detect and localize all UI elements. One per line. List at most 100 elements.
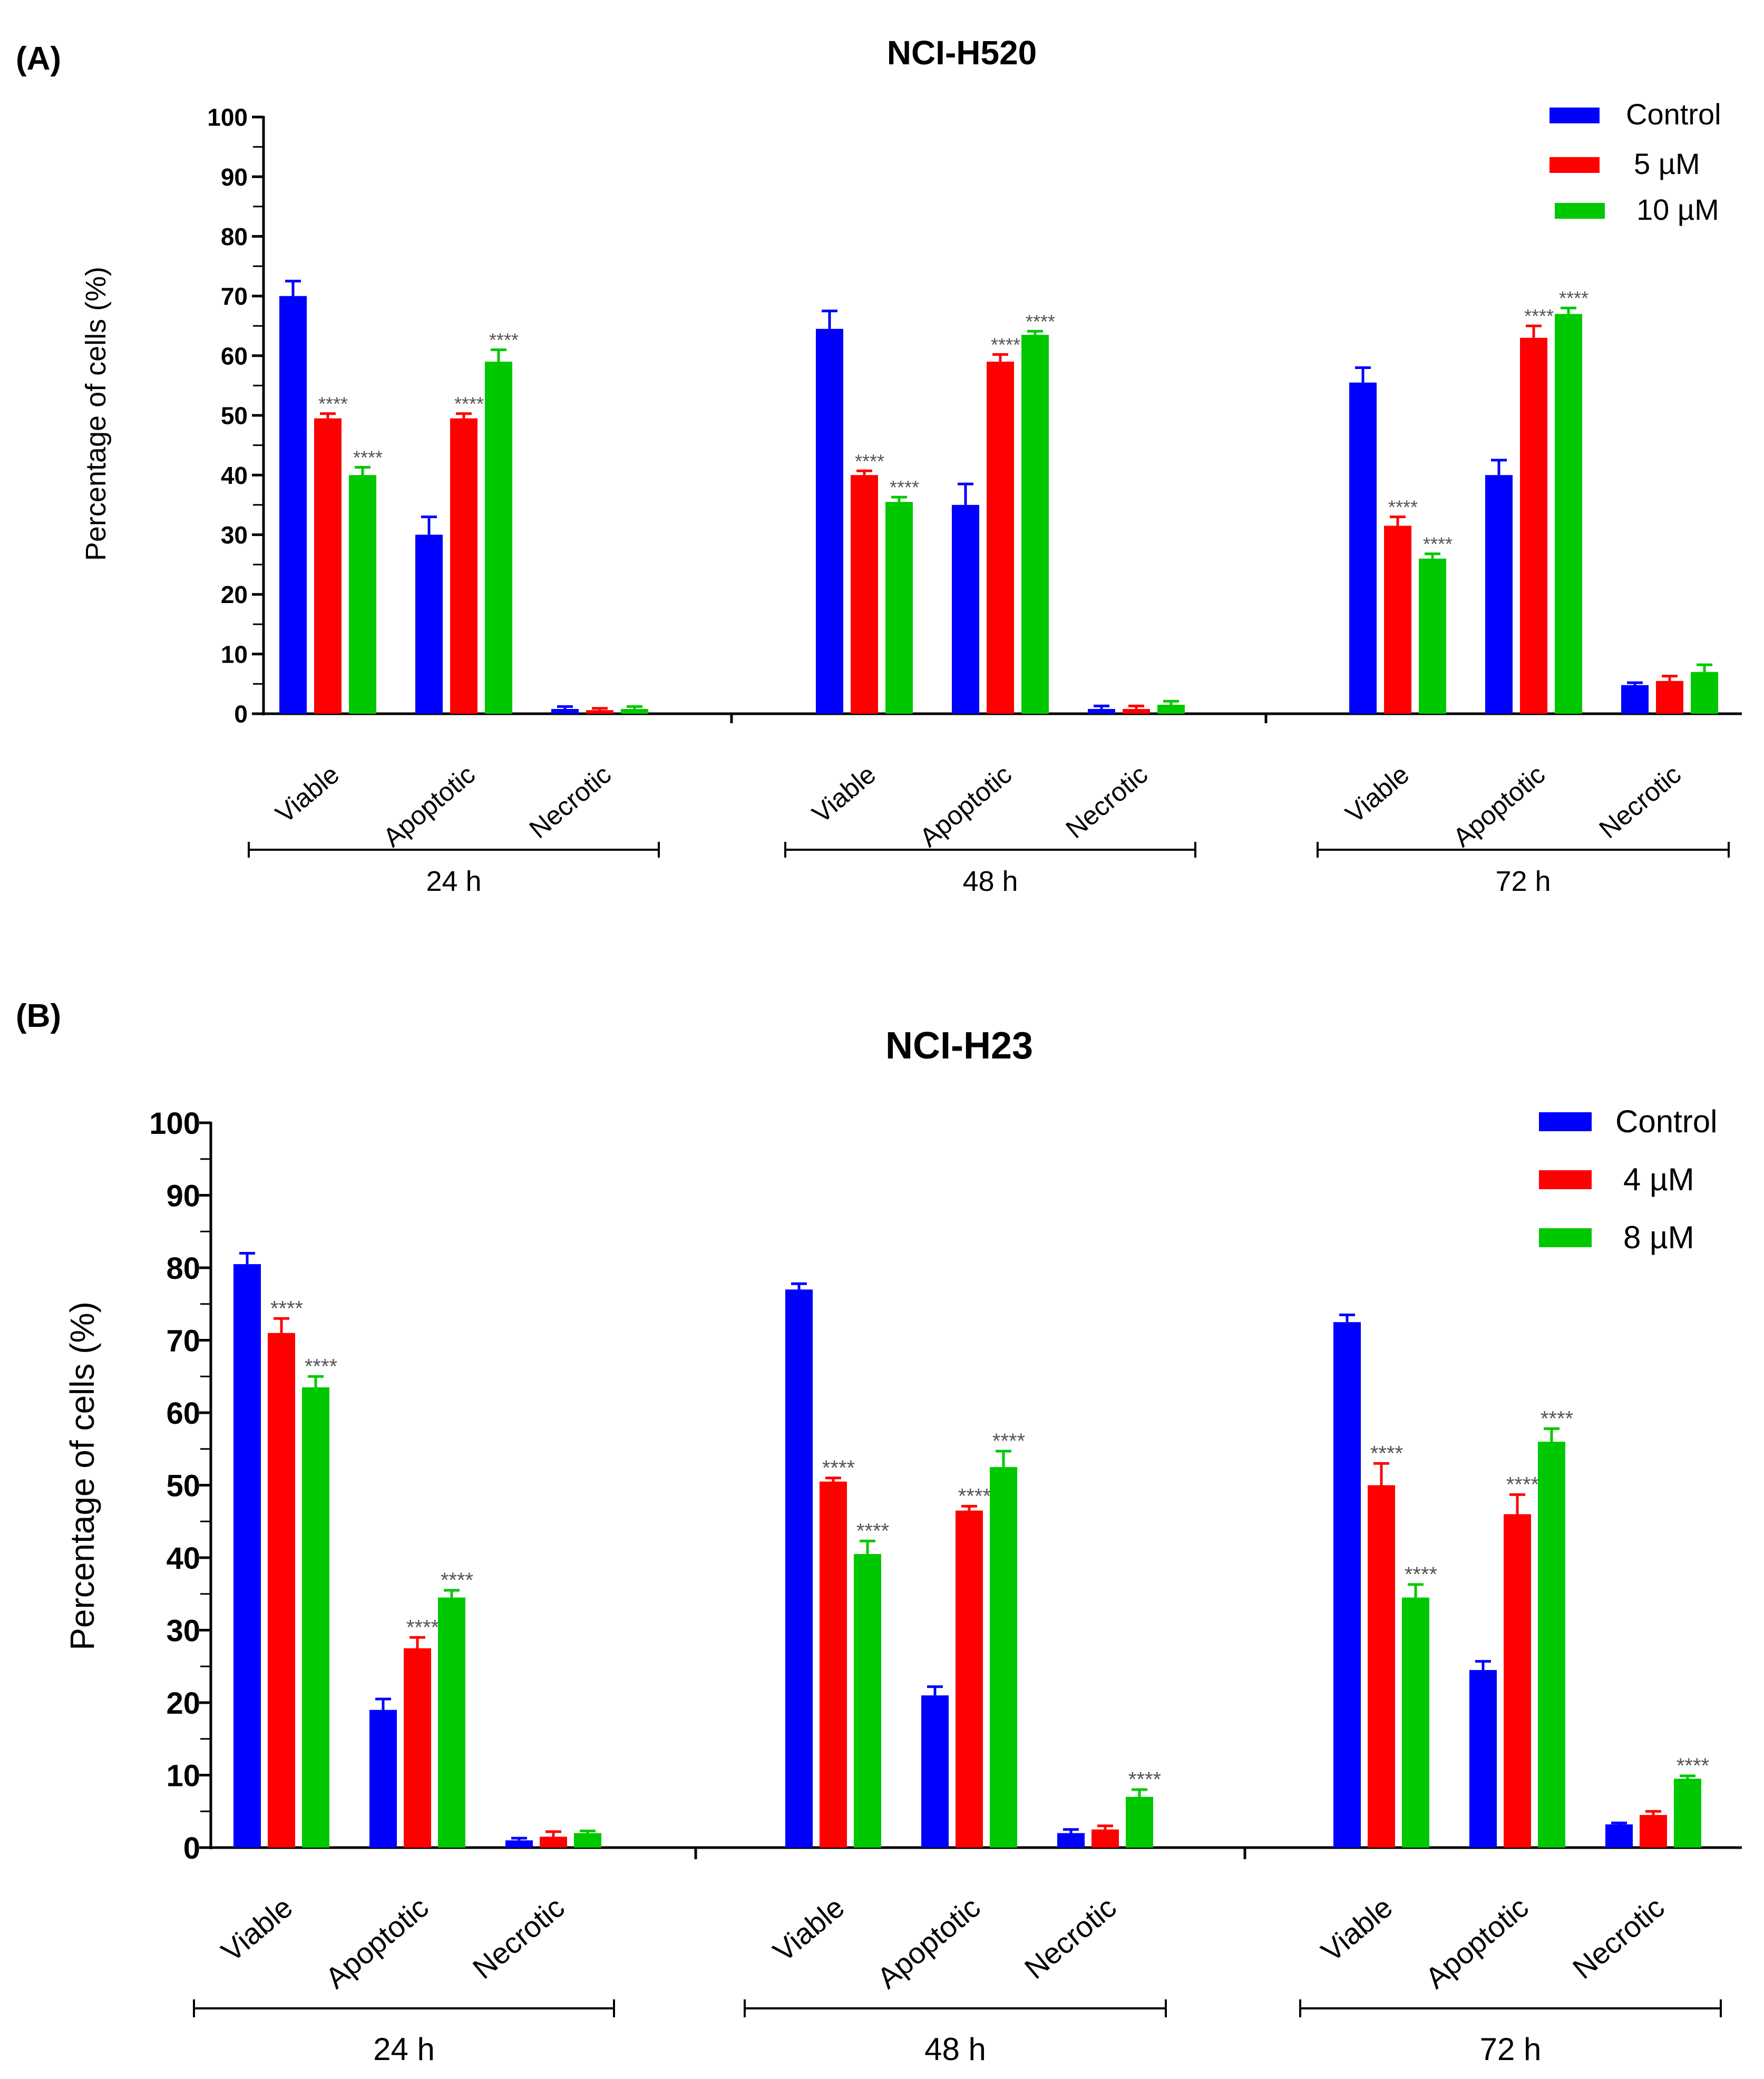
bar: [1674, 1779, 1701, 1848]
significance-marker: ****: [1524, 305, 1554, 327]
y-tick-label: 80: [166, 1251, 200, 1286]
significance-marker: ****: [1405, 1563, 1437, 1586]
significance-marker: ****: [353, 446, 383, 468]
significance-marker: ****: [489, 329, 519, 351]
bar: [586, 710, 613, 714]
y-tick-label: 60: [221, 342, 248, 370]
y-tick-label: 50: [166, 1469, 200, 1503]
significance-marker: ****: [991, 334, 1020, 356]
significance-marker: ****: [890, 477, 919, 498]
legend-label-10um: 10 µM: [1636, 193, 1719, 226]
significance-marker: ****: [1541, 1407, 1573, 1430]
y-tick-label: 100: [207, 104, 248, 131]
bar: [921, 1695, 949, 1848]
panel-a-legend: Control 5 µM 10 µM: [1549, 98, 1721, 226]
y-tick-label: 70: [221, 283, 248, 310]
significance-marker: ****: [406, 1616, 439, 1639]
bar: [816, 328, 843, 714]
bar: [1091, 1829, 1119, 1848]
panel-a-y-axis-label: Percentage of cells (%): [80, 267, 112, 561]
significance-marker: ****: [855, 450, 884, 472]
bar: [415, 535, 443, 714]
y-tick-label: 30: [166, 1614, 200, 1648]
bar: [1126, 1796, 1153, 1848]
significance-marker: ****: [305, 1355, 337, 1378]
y-tick-label: 40: [166, 1541, 200, 1576]
bar: [987, 362, 1014, 714]
bar: [369, 1709, 397, 1848]
significance-marker: ****: [1559, 287, 1588, 309]
legend-label-4um: 4 µM: [1623, 1162, 1694, 1197]
bar: [1691, 672, 1718, 714]
significance-marker: ****: [1370, 1442, 1403, 1465]
y-tick-label: 60: [166, 1396, 200, 1431]
bar: [1520, 337, 1547, 714]
legend-swatch-10um: [1555, 203, 1605, 219]
significance-marker: ****: [958, 1484, 991, 1508]
bar: [785, 1289, 813, 1848]
significance-marker: ****: [1423, 533, 1453, 555]
x-group-label: 24 h: [373, 2032, 435, 2067]
y-tick-label: 30: [221, 521, 248, 549]
bar: [505, 1840, 533, 1848]
legend-swatch-4um: [1539, 1170, 1592, 1189]
bar: [851, 475, 878, 714]
bar: [1349, 382, 1377, 714]
bar: [314, 418, 342, 714]
bar: [1504, 1514, 1531, 1848]
bar: [820, 1481, 847, 1848]
x-group-label: 72 h: [1495, 866, 1551, 897]
legend-label-control: Control: [1626, 98, 1721, 131]
panel-b-label: (B): [16, 998, 61, 1034]
bar: [1419, 558, 1446, 714]
y-tick-label: 20: [221, 581, 248, 608]
bar: [1555, 314, 1582, 714]
significance-marker: ****: [992, 1430, 1025, 1453]
bar: [485, 362, 512, 714]
significance-marker: ****: [1026, 310, 1055, 332]
bar: [621, 708, 648, 714]
y-tick-label: 10: [166, 1759, 200, 1793]
y-tick-label: 20: [166, 1686, 200, 1721]
x-group-label: 48 h: [924, 2032, 986, 2067]
bar: [1021, 335, 1049, 714]
significance-marker: ****: [270, 1297, 303, 1320]
y-tick-label: 80: [221, 223, 248, 250]
significance-marker: ****: [1506, 1473, 1539, 1496]
y-tick-label: 40: [221, 462, 248, 489]
y-tick-label: 0: [234, 701, 248, 728]
y-tick-label: 90: [221, 163, 248, 191]
bar: [1384, 526, 1411, 714]
significance-marker: ****: [1388, 496, 1418, 518]
significance-marker: ****: [856, 1519, 889, 1542]
bar: [1333, 1322, 1361, 1848]
bar: [1157, 705, 1185, 714]
bar: [952, 504, 979, 714]
bar: [1057, 1833, 1085, 1848]
bar: [551, 708, 579, 714]
legend-swatch-5um: [1549, 157, 1600, 173]
significance-marker: ****: [318, 393, 348, 415]
y-tick-label: 100: [149, 1106, 200, 1141]
bar: [1605, 1824, 1633, 1848]
legend-label-8um: 8 µM: [1623, 1220, 1694, 1255]
bar: [1368, 1485, 1395, 1848]
bar: [1640, 1815, 1667, 1848]
bar: [1656, 681, 1683, 714]
panel-b-legend: Control 4 µM 8 µM: [1539, 1104, 1717, 1255]
bar: [349, 475, 376, 714]
bar: [1088, 708, 1115, 714]
bar: [990, 1467, 1017, 1848]
x-group-label: 48 h: [962, 866, 1018, 897]
x-group-label: 72 h: [1480, 2032, 1542, 2067]
bar: [885, 502, 913, 714]
panel-a-title: NCI-H520: [887, 34, 1037, 72]
bar: [854, 1554, 881, 1848]
bar: [268, 1333, 295, 1848]
bar: [1538, 1442, 1565, 1848]
bar: [956, 1510, 983, 1848]
bar: [1123, 708, 1150, 714]
legend-swatch-control: [1549, 108, 1600, 123]
bar: [540, 1837, 567, 1848]
